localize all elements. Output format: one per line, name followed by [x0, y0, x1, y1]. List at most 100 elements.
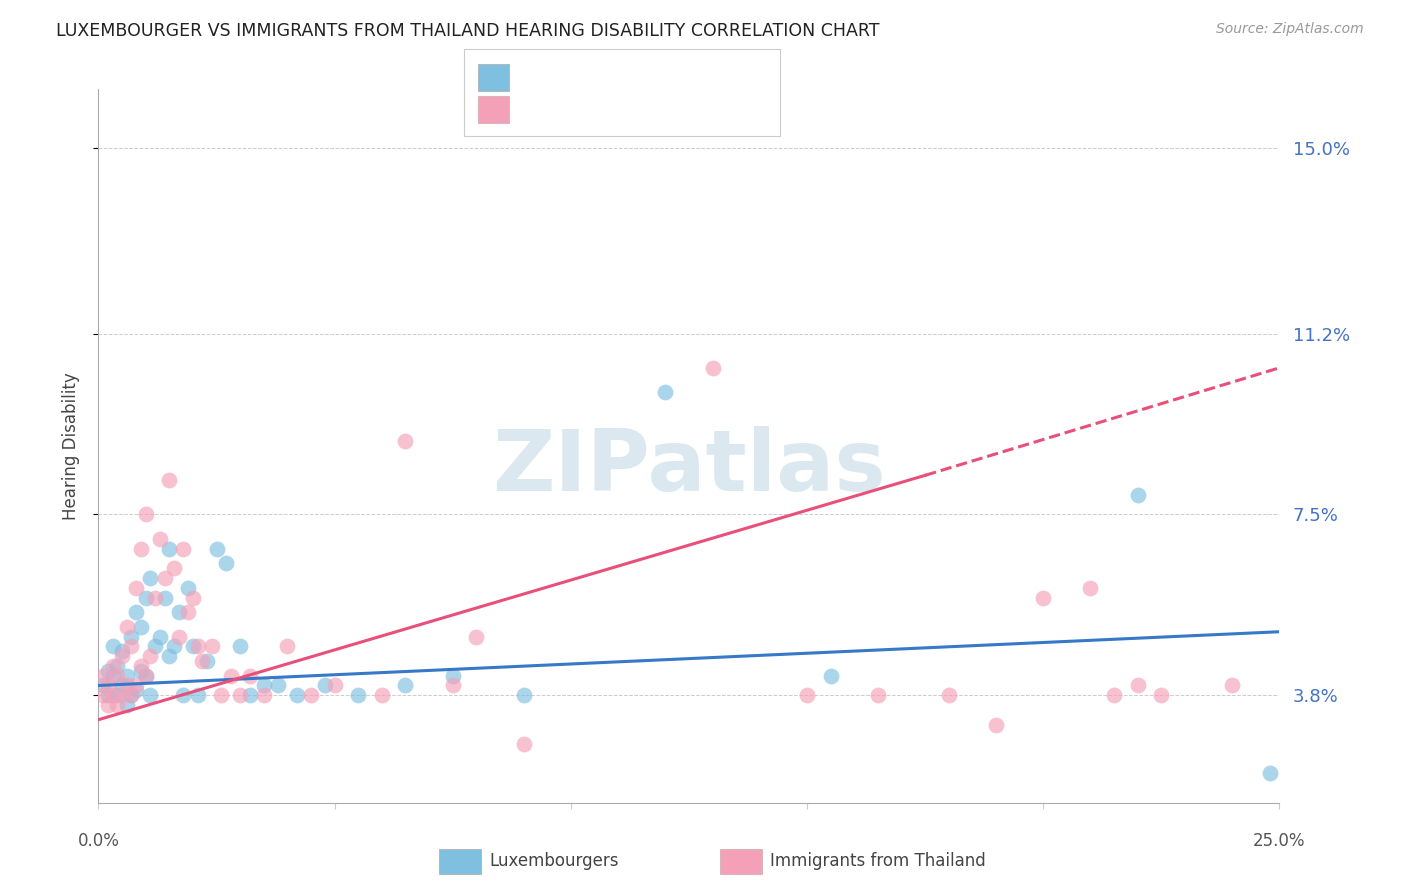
Point	[121, 630, 143, 644]
Point	[157, 473, 180, 487]
Point	[101, 669, 124, 683]
Point	[172, 688, 194, 702]
Point	[91, 669, 114, 683]
Y-axis label: Hearing Disability: Hearing Disability	[62, 372, 80, 520]
Point	[209, 688, 232, 702]
Point	[111, 678, 134, 692]
Text: Immigrants from Thailand: Immigrants from Thailand	[770, 852, 986, 870]
Point	[129, 541, 152, 556]
Point	[984, 717, 1007, 731]
Point	[187, 688, 209, 702]
Point	[181, 591, 204, 605]
Point	[239, 669, 262, 683]
Point	[129, 620, 152, 634]
Point	[654, 385, 676, 400]
Text: ZIPatlas: ZIPatlas	[492, 425, 886, 509]
Point	[512, 688, 534, 702]
Point	[163, 640, 186, 654]
Point	[205, 541, 228, 556]
Point	[125, 605, 148, 619]
Point	[105, 659, 128, 673]
Point	[135, 669, 157, 683]
Point	[1150, 688, 1173, 702]
Point	[125, 581, 148, 595]
Point	[115, 669, 138, 683]
Text: R = 0.091   N = 49: R = 0.091 N = 49	[523, 69, 693, 87]
Point	[512, 737, 534, 751]
Point	[167, 605, 190, 619]
Point	[135, 508, 157, 522]
Point	[97, 678, 120, 692]
Point	[177, 605, 200, 619]
Point	[153, 591, 176, 605]
Point	[125, 678, 148, 692]
Point	[121, 688, 143, 702]
Point	[229, 688, 252, 702]
Text: 0.0%: 0.0%	[77, 832, 120, 850]
Point	[1126, 678, 1149, 692]
Point	[101, 688, 124, 702]
Point	[253, 688, 276, 702]
Point	[105, 688, 128, 702]
Point	[314, 678, 336, 692]
Point	[91, 688, 114, 702]
Point	[441, 669, 464, 683]
Point	[1080, 581, 1102, 595]
Point	[149, 532, 172, 546]
Point	[97, 698, 120, 712]
Point	[1102, 688, 1125, 702]
Point	[139, 571, 162, 585]
Point	[441, 678, 464, 692]
Point	[129, 659, 152, 673]
Point	[1126, 488, 1149, 502]
Point	[702, 360, 724, 375]
Point	[105, 698, 128, 712]
Point	[215, 557, 238, 571]
Point	[187, 640, 209, 654]
Point	[135, 591, 157, 605]
Point	[115, 678, 138, 692]
Point	[229, 640, 252, 654]
Point	[101, 659, 124, 673]
Point	[276, 640, 298, 654]
Point	[157, 541, 180, 556]
Point	[129, 664, 152, 678]
Point	[167, 630, 190, 644]
Point	[299, 688, 322, 702]
Text: Luxembourgers: Luxembourgers	[489, 852, 619, 870]
Point	[253, 678, 276, 692]
Point	[371, 688, 394, 702]
Point	[866, 688, 889, 702]
Point	[121, 640, 143, 654]
Point	[157, 649, 180, 664]
Text: LUXEMBOURGER VS IMMIGRANTS FROM THAILAND HEARING DISABILITY CORRELATION CHART: LUXEMBOURGER VS IMMIGRANTS FROM THAILAND…	[56, 22, 880, 40]
Point	[143, 591, 166, 605]
Point	[115, 620, 138, 634]
Point	[135, 669, 157, 683]
Point	[181, 640, 204, 654]
Point	[163, 561, 186, 575]
Text: 25.0%: 25.0%	[1253, 832, 1306, 850]
Point	[121, 688, 143, 702]
Point	[323, 678, 346, 692]
Point	[796, 688, 818, 702]
Point	[394, 434, 416, 449]
Point	[143, 640, 166, 654]
Point	[153, 571, 176, 585]
Point	[115, 698, 138, 712]
Point	[201, 640, 224, 654]
Point	[1258, 766, 1281, 780]
Point	[394, 678, 416, 692]
Point	[191, 654, 214, 668]
Point	[195, 654, 218, 668]
Text: R = 0.423   N = 57: R = 0.423 N = 57	[523, 101, 693, 119]
Point	[177, 581, 200, 595]
Point	[347, 688, 370, 702]
Point	[219, 669, 242, 683]
Point	[97, 664, 120, 678]
Point	[91, 678, 114, 692]
Point	[149, 630, 172, 644]
Point	[239, 688, 262, 702]
Point	[267, 678, 290, 692]
Point	[1220, 678, 1243, 692]
